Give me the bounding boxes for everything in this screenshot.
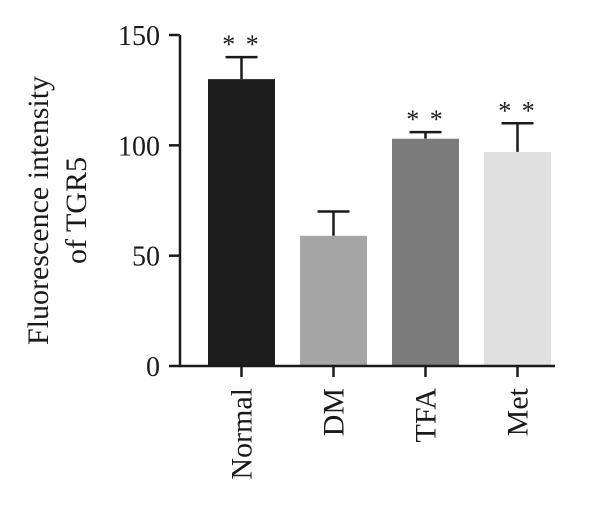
bar-met [484, 151, 551, 366]
y-axis-title-line: Fluorescence intensity [22, 76, 55, 345]
category-label: TFA [410, 388, 443, 443]
x-axis-labels: Normal DM TFA Met [226, 366, 535, 480]
bars: * * * * * * [179, 30, 555, 368]
significance-label: * * [498, 96, 537, 125]
significance-label: * * [406, 105, 445, 134]
significance-label: * * [222, 30, 261, 59]
y-tick-label: 50 [132, 242, 160, 273]
bar-normal [208, 79, 275, 366]
y-axis: 0 50 100 150 [118, 21, 182, 383]
y-axis-label: Fluorescence intensity of TGR5 [22, 76, 93, 345]
category-label: DM [318, 388, 351, 436]
y-tick-label: 100 [118, 131, 160, 162]
bar-dm [300, 235, 367, 366]
y-axis-title-line: of TGR5 [60, 157, 93, 264]
category-label: Normal [226, 388, 259, 480]
category-label: Met [502, 387, 535, 436]
bar-tfa [392, 138, 459, 366]
y-tick-label: 0 [146, 352, 160, 383]
y-tick-label: 150 [118, 21, 160, 52]
